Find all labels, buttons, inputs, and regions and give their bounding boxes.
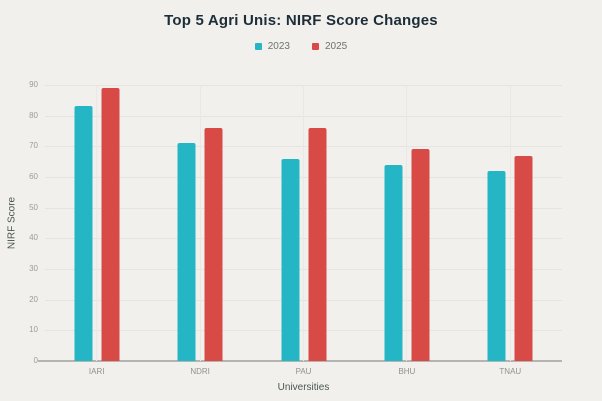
y-axis-tick-label: 30 xyxy=(29,264,38,273)
gridline-vertical xyxy=(96,85,98,361)
bar-group-pau xyxy=(281,127,326,361)
x-axis-line xyxy=(38,360,562,362)
legend-label: 2025 xyxy=(325,41,348,52)
y-axis-tick-label: 90 xyxy=(29,80,38,89)
y-axis-tick-label: 10 xyxy=(29,325,38,335)
gridline-vertical xyxy=(509,85,511,361)
x-axis-tick-label: NDRI xyxy=(190,367,210,376)
bar-tnau-2025[interactable] xyxy=(514,155,533,361)
gridline-vertical xyxy=(199,85,201,361)
bar-pau-2023[interactable] xyxy=(281,158,299,361)
x-axis-title: Universities xyxy=(277,382,330,393)
chart-legend: 2023 2025 xyxy=(0,41,602,52)
y-axis-tick-label: 70 xyxy=(29,141,38,151)
x-axis-tick-label: IARI xyxy=(88,367,105,376)
legend-color-swatch xyxy=(254,43,262,50)
plot-area: 0 10 20 30 40 50 60 70 80 90 IARI NDRI PAU BHU TNAU xyxy=(29,81,562,376)
y-axis-tick-label: 60 xyxy=(29,172,38,181)
bar-group-ndri xyxy=(177,127,223,361)
legend-color-swatch xyxy=(312,43,319,50)
bar-iari-2025[interactable] xyxy=(101,88,120,361)
x-axis-tick-label: BHU xyxy=(398,367,416,376)
x-axis-tick-label: PAU xyxy=(295,367,312,376)
y-axis-tick-label: 20 xyxy=(29,294,38,304)
bar-bhu-2025[interactable] xyxy=(411,149,430,361)
legend-item-2025[interactable]: 2025 xyxy=(312,41,347,52)
bar-pau-2025[interactable] xyxy=(308,127,326,361)
legend-label: 2023 xyxy=(267,41,290,52)
bar-group-bhu xyxy=(384,149,430,361)
chart-title: Top 5 Agri Unis: NIRF Score Changes xyxy=(164,12,438,29)
y-axis-tick-label: 80 xyxy=(29,110,38,120)
gridline-vertical xyxy=(303,85,304,361)
bar-group-iari xyxy=(74,88,120,361)
bar-ndri-2023[interactable] xyxy=(177,143,196,361)
bar-ndri-2025[interactable] xyxy=(204,127,223,361)
y-axis-tick-label: 50 xyxy=(29,202,38,212)
y-axis-tick-label: 0 xyxy=(33,356,38,365)
bar-iari-2023[interactable] xyxy=(74,106,93,361)
x-axis-tick-label: TNAU xyxy=(499,367,522,376)
y-axis-title: NIRF Score xyxy=(6,196,18,250)
bar-group-tnau xyxy=(487,155,533,361)
y-axis-tick-label: 40 xyxy=(29,233,38,243)
bar-tnau-2023[interactable] xyxy=(487,170,506,361)
gridline-vertical xyxy=(406,85,408,361)
legend-item-2023[interactable]: 2023 xyxy=(254,41,290,52)
bar-bhu-2023[interactable] xyxy=(384,164,403,361)
